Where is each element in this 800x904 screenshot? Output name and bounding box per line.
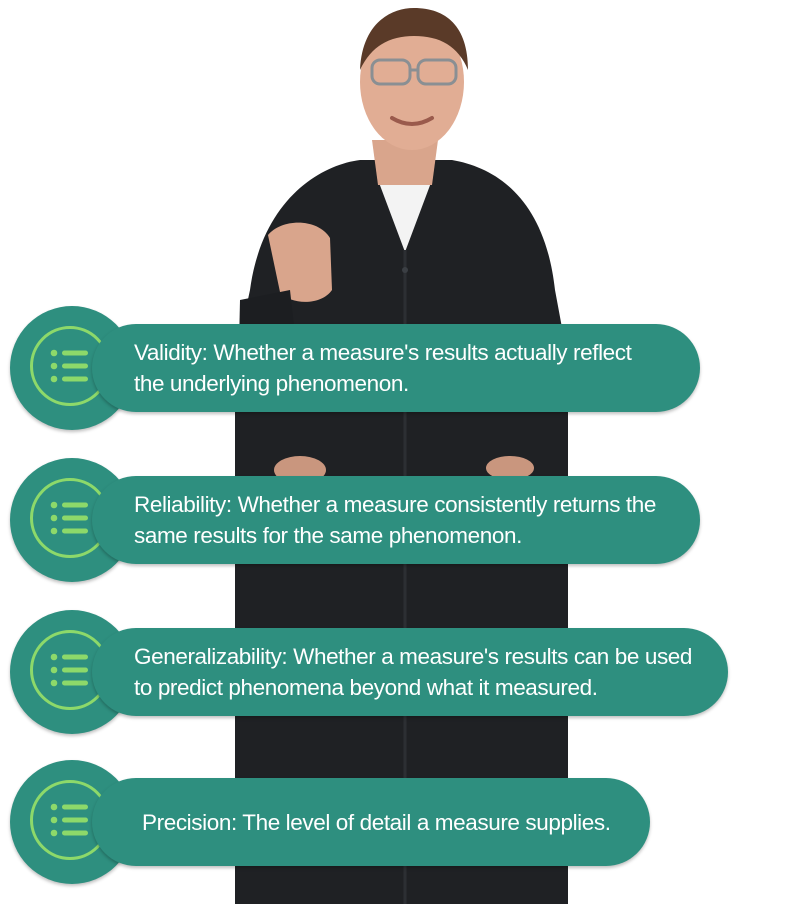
card-line: Generalizability: Whether a measure's re…: [134, 644, 693, 669]
list-icon: [50, 349, 88, 383]
list-icon: [50, 501, 88, 535]
info-card-generalizability: Generalizability: Whether a measure's re…: [10, 610, 728, 734]
list-icon: [50, 653, 88, 687]
list-icon: [50, 803, 88, 837]
card-text-pill: Validity: Whether a measure's results ac…: [92, 324, 700, 412]
card-text-pill: Reliability: Whether a measure consisten…: [92, 476, 700, 564]
card-line: Precision: The level of detail a measure…: [142, 809, 611, 835]
card-line: Validity: Whether a measure's results ac…: [134, 340, 632, 365]
info-card-precision: Precision: The level of detail a measure…: [10, 760, 650, 884]
card-line: same results for the same phenomenon.: [134, 523, 522, 548]
card-line: the underlying phenomenon.: [134, 371, 409, 396]
card-text-pill: Generalizability: Whether a measure's re…: [92, 628, 728, 716]
card-line: to predict phenomena beyond what it meas…: [134, 675, 598, 700]
card-text: Reliability: Whether a measure consisten…: [134, 489, 656, 551]
info-card-reliability: Reliability: Whether a measure consisten…: [10, 458, 700, 582]
card-text: Precision: The level of detail a measure…: [142, 807, 611, 838]
info-card-validity: Validity: Whether a measure's results ac…: [10, 306, 700, 430]
card-text: Generalizability: Whether a measure's re…: [134, 641, 692, 703]
card-text: Validity: Whether a measure's results ac…: [134, 337, 632, 399]
card-text-pill: Precision: The level of detail a measure…: [92, 778, 650, 866]
card-line: Reliability: Whether a measure consisten…: [134, 492, 656, 517]
